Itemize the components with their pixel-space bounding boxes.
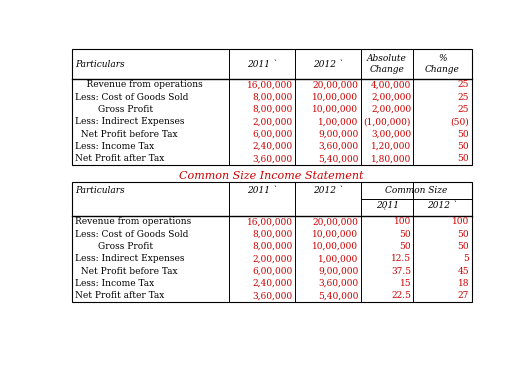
Text: 6,00,000: 6,00,000 xyxy=(252,130,293,139)
Text: 9,00,000: 9,00,000 xyxy=(318,130,358,139)
Bar xyxy=(72,182,472,302)
Text: 2,00,000: 2,00,000 xyxy=(371,93,411,102)
Text: Revenue from operations: Revenue from operations xyxy=(75,80,202,89)
Text: 1,00,000: 1,00,000 xyxy=(318,117,358,126)
Text: Less: Cost of Goods Sold: Less: Cost of Goods Sold xyxy=(75,230,188,239)
Text: 25: 25 xyxy=(458,105,469,114)
Text: 5,40,000: 5,40,000 xyxy=(318,154,358,163)
Text: 27: 27 xyxy=(458,291,469,300)
Text: 2011 `: 2011 ` xyxy=(247,59,277,69)
Text: 16,00,000: 16,00,000 xyxy=(246,217,293,226)
Text: 5: 5 xyxy=(463,254,469,263)
Text: 2011: 2011 xyxy=(376,201,399,210)
Text: Less: Indirect Expenses: Less: Indirect Expenses xyxy=(75,254,184,263)
Text: Less: Income Tax: Less: Income Tax xyxy=(75,279,154,288)
Text: Net Profit before Tax: Net Profit before Tax xyxy=(75,267,178,276)
Text: Net Profit after Tax: Net Profit after Tax xyxy=(75,291,164,300)
Text: Absolute
Change: Absolute Change xyxy=(367,54,407,74)
Text: 3,60,000: 3,60,000 xyxy=(252,291,293,300)
Text: 2012 `: 2012 ` xyxy=(313,186,343,195)
Text: 10,00,000: 10,00,000 xyxy=(312,230,358,239)
Text: 100: 100 xyxy=(394,217,411,226)
Text: 8,00,000: 8,00,000 xyxy=(252,242,293,251)
Text: 8,00,000: 8,00,000 xyxy=(252,230,293,239)
Text: 100: 100 xyxy=(452,217,469,226)
Text: Net Profit before Tax: Net Profit before Tax xyxy=(75,130,178,139)
Text: Less: Cost of Goods Sold: Less: Cost of Goods Sold xyxy=(75,93,188,102)
Text: 50: 50 xyxy=(400,242,411,251)
Text: Common Size: Common Size xyxy=(385,186,447,195)
Text: 37.5: 37.5 xyxy=(391,267,411,276)
Text: 18: 18 xyxy=(458,279,469,288)
Text: 10,00,000: 10,00,000 xyxy=(312,93,358,102)
Text: 2012 `: 2012 ` xyxy=(427,201,458,210)
Text: 2011 `: 2011 ` xyxy=(247,186,277,195)
Bar xyxy=(72,49,472,165)
Text: 16,00,000: 16,00,000 xyxy=(246,80,293,89)
Text: 2,40,000: 2,40,000 xyxy=(252,142,293,151)
Text: 1,00,000: 1,00,000 xyxy=(318,254,358,263)
Text: 22.5: 22.5 xyxy=(391,291,411,300)
Text: 5,40,000: 5,40,000 xyxy=(318,291,358,300)
Text: 45: 45 xyxy=(457,267,469,276)
Text: 3,00,000: 3,00,000 xyxy=(371,130,411,139)
Text: 50: 50 xyxy=(457,142,469,151)
Text: 12.5: 12.5 xyxy=(391,254,411,263)
Text: 3,60,000: 3,60,000 xyxy=(319,142,358,151)
Text: Gross Profit: Gross Profit xyxy=(75,242,153,251)
Text: (50): (50) xyxy=(450,117,469,126)
Text: Less: Income Tax: Less: Income Tax xyxy=(75,142,154,151)
Text: 3,60,000: 3,60,000 xyxy=(319,279,358,288)
Text: 10,00,000: 10,00,000 xyxy=(312,242,358,251)
Text: %
Change: % Change xyxy=(425,54,460,74)
Text: `: ` xyxy=(383,209,387,217)
Text: 1,20,000: 1,20,000 xyxy=(371,142,411,151)
Text: 9,00,000: 9,00,000 xyxy=(318,267,358,276)
Text: 25: 25 xyxy=(458,80,469,89)
Text: 8,00,000: 8,00,000 xyxy=(252,93,293,102)
Text: 50: 50 xyxy=(457,242,469,251)
Text: 25: 25 xyxy=(458,93,469,102)
Text: Net Profit after Tax: Net Profit after Tax xyxy=(75,154,164,163)
Text: Gross Profit: Gross Profit xyxy=(75,105,153,114)
Text: 50: 50 xyxy=(457,154,469,163)
Text: Common Size Income Statement: Common Size Income Statement xyxy=(179,171,364,181)
Text: 2,00,000: 2,00,000 xyxy=(252,117,293,126)
Text: (1,00,000): (1,00,000) xyxy=(364,117,411,126)
Text: 2,00,000: 2,00,000 xyxy=(371,105,411,114)
Text: 15: 15 xyxy=(400,279,411,288)
Text: 1,80,000: 1,80,000 xyxy=(371,154,411,163)
Text: 20,00,000: 20,00,000 xyxy=(313,217,358,226)
Text: 20,00,000: 20,00,000 xyxy=(313,80,358,89)
Text: 10,00,000: 10,00,000 xyxy=(312,105,358,114)
Text: 50: 50 xyxy=(457,130,469,139)
Text: 2,00,000: 2,00,000 xyxy=(252,254,293,263)
Text: Particulars: Particulars xyxy=(75,186,125,195)
Text: Less: Indirect Expenses: Less: Indirect Expenses xyxy=(75,117,184,126)
Text: 3,60,000: 3,60,000 xyxy=(252,154,293,163)
Text: Particulars: Particulars xyxy=(75,59,125,69)
Text: Revenue from operations: Revenue from operations xyxy=(75,217,191,226)
Text: 2012 `: 2012 ` xyxy=(313,59,343,69)
Text: 50: 50 xyxy=(457,230,469,239)
Text: 50: 50 xyxy=(400,230,411,239)
Text: 4,00,000: 4,00,000 xyxy=(371,80,411,89)
Text: 6,00,000: 6,00,000 xyxy=(252,267,293,276)
Text: 8,00,000: 8,00,000 xyxy=(252,105,293,114)
Text: 2,40,000: 2,40,000 xyxy=(252,279,293,288)
